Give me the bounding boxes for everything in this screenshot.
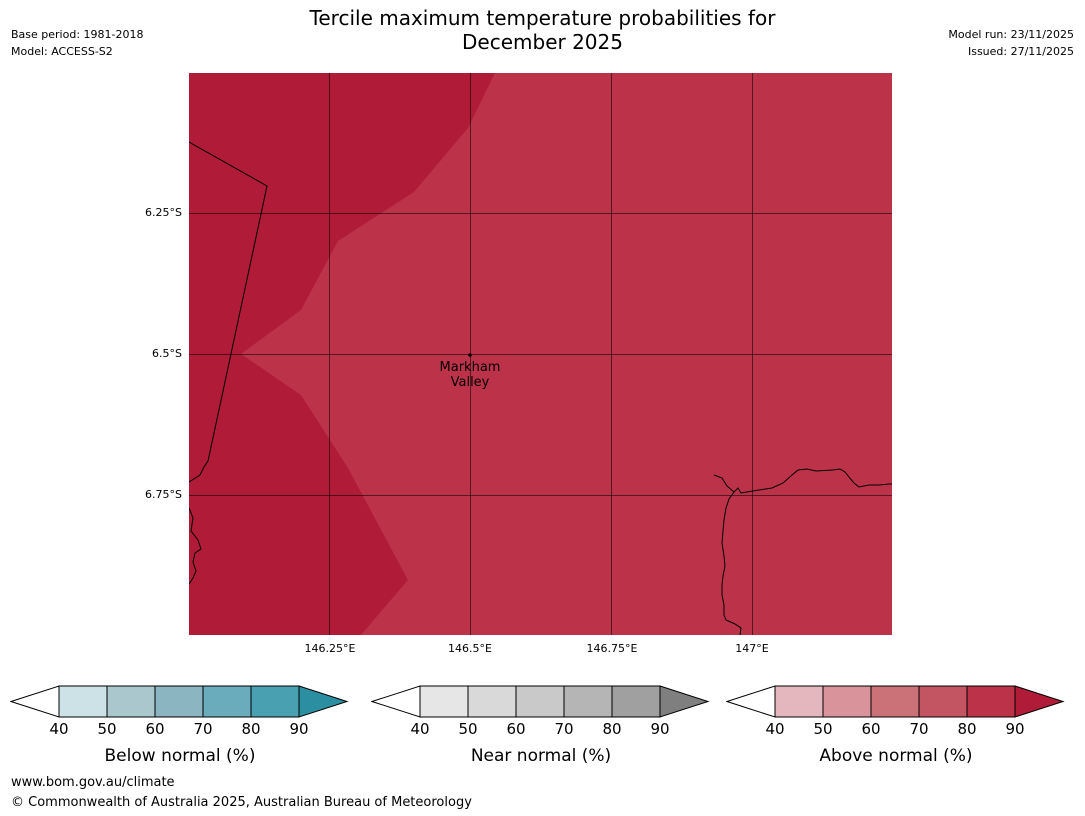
colorbar-above-normal-min-extension (726, 685, 776, 718)
coastline-southeast (713, 468, 892, 494)
town-marker (468, 353, 472, 357)
header-right-info: Model run: 23/11/2025 Issued: 27/11/2025 (948, 26, 1074, 60)
colorbar-tick: 70 (193, 720, 213, 738)
colorbar-tick: 50 (97, 720, 117, 738)
colorbar-near-normal-max-extension (659, 685, 710, 718)
colorbar-above-normal-max-extension (1014, 685, 1065, 718)
map-canvas (189, 73, 892, 635)
issued-text: Issued: 27/11/2025 (967, 45, 1074, 58)
colorbar-above-normal (726, 685, 1065, 718)
colorbar-near-normal-50-60 (467, 685, 517, 718)
colorbar-below-normal-max-extension (298, 685, 349, 718)
lon-label-146.75E: 146.75°E (586, 642, 638, 655)
colorbar-tick: 50 (458, 720, 478, 738)
lon-label-147E: 147°E (735, 642, 769, 655)
lon-label-146.5E: 146.5°E (448, 642, 492, 655)
lon-label-146.25E: 146.25°E (304, 642, 356, 655)
colorbar-tick: 70 (909, 720, 929, 738)
colorbar-below-normal-70-80 (202, 685, 252, 718)
coastline-peninsula (721, 491, 742, 635)
colorbar-below-normal-min-extension (10, 685, 60, 718)
colorbar-below-normal-80-90 (250, 685, 300, 718)
colorbar-near-normal (371, 685, 710, 718)
colorbar-near-normal-min-extension (371, 685, 421, 718)
colorbar-tick: 40 (410, 720, 430, 738)
colorbar-tick: 50 (813, 720, 833, 738)
boundary-line-west (189, 141, 268, 483)
colorbar-tick: 40 (49, 720, 69, 738)
colorbar-above-normal-50-60 (822, 685, 872, 718)
map-title: Tercile maximum temperature probabilitie… (0, 6, 1085, 54)
colorbar-tick: 60 (861, 720, 881, 738)
colorbar-tick: 90 (1005, 720, 1025, 738)
colorbar-near-normal-ticks: 40 50 60 70 80 90 (371, 720, 711, 738)
colorbar-below-normal-ticks: 40 50 60 70 80 90 (10, 720, 350, 738)
colorbar-below-normal-60-70 (154, 685, 204, 718)
colorbar-above-normal-80-90 (966, 685, 1016, 718)
town-label-line2: Valley (450, 375, 490, 390)
colorbar-tick: 60 (506, 720, 526, 738)
colorbar-tick: 80 (602, 720, 622, 738)
colorbar-above-normal-70-80 (918, 685, 968, 718)
coastlines (189, 141, 892, 635)
colorbar-below-normal-title: Below normal (%) (104, 746, 256, 766)
model-text: Model: ACCESS-S2 (11, 45, 113, 58)
colorbar-above-normal-title: Above normal (%) (819, 746, 973, 766)
probability-map (189, 73, 892, 635)
colorbar-above-normal-40-50 (774, 685, 824, 718)
model-run-text: Model run: 23/11/2025 (948, 28, 1074, 41)
colorbar-near-normal-40-50 (419, 685, 469, 718)
lat-label-6.75S: 6.75°S (145, 488, 182, 501)
coastline-southwest (189, 507, 202, 585)
lat-label-6.25S: 6.25°S (145, 206, 182, 219)
colorbar-above-normal-60-70 (870, 685, 920, 718)
colorbar-tick: 90 (289, 720, 309, 738)
lat-label-6.5S: 6.5°S (152, 347, 182, 360)
colorbar-tick: 70 (554, 720, 574, 738)
colorbar-tick: 80 (241, 720, 261, 738)
colorbar-tick: 60 (145, 720, 165, 738)
footer-website: www.bom.gov.au/climate (11, 775, 175, 790)
footer-copyright: © Commonwealth of Australia 2025, Austra… (11, 795, 472, 810)
town-label: Markham Valley (420, 360, 520, 390)
colorbar-below-normal-40-50 (58, 685, 108, 718)
colorbar-near-normal-title: Near normal (%) (470, 746, 612, 766)
colorbar-tick: 90 (650, 720, 670, 738)
colorbar-near-normal-60-70 (515, 685, 565, 718)
colorbar-below-normal (10, 685, 349, 718)
base-period-text: Base period: 1981-2018 (11, 28, 144, 41)
map-title-line2: December 2025 (462, 30, 623, 54)
header-left-info: Base period: 1981-2018 Model: ACCESS-S2 (11, 26, 143, 60)
colorbar-near-normal-70-80 (563, 685, 613, 718)
colorbar-near-normal-80-90 (611, 685, 661, 718)
colorbar-tick: 80 (957, 720, 977, 738)
town-label-line1: Markham (439, 360, 501, 375)
colorbar-tick: 40 (765, 720, 785, 738)
colorbar-below-normal-50-60 (106, 685, 156, 718)
colorbar-above-normal-ticks: 40 50 60 70 80 90 (726, 720, 1066, 738)
map-title-line1: Tercile maximum temperature probabilitie… (309, 6, 776, 30)
